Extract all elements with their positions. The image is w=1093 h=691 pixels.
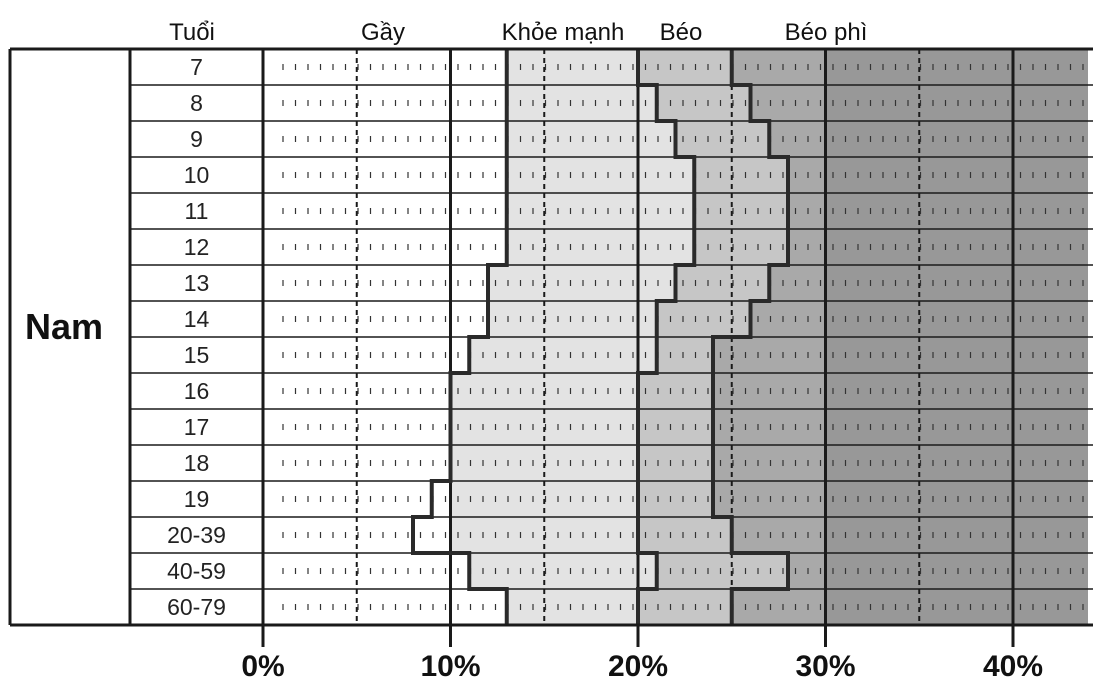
x-tick-label: 10% [420,650,480,683]
age-label: 20-39 [167,522,226,548]
row-divider-layer [130,84,1093,590]
age-label: 17 [184,414,210,440]
frame-layer [8,47,1093,647]
age-label: 11 [185,198,209,224]
x-tick-labels: 0% 10% 20% 30% 40% [241,650,1043,683]
band-boundary-line [711,49,790,625]
age-label: 19 [184,486,210,512]
age-label: 15 [184,342,210,368]
band-boundary-line [636,49,697,625]
band-label-healthy: Khỏe mạnh [502,19,625,46]
age-column-header: Tuổi [169,19,215,46]
age-label: 8 [190,90,203,116]
x-tick-label: 0% [241,650,284,683]
age-label: 40-59 [167,558,226,584]
age-label: 16 [184,378,210,404]
x-tick-label: 20% [608,650,668,683]
band-label-underweight: Gầy [361,19,405,46]
age-label: 60-79 [167,594,226,620]
band-boundary-line [411,49,509,625]
band-label-overweight: Béo [660,19,703,46]
age-label: 10 [184,162,210,188]
age-labels: 7 8 9 10 11 12 13 14 15 16 17 18 19 20-39 40-59 60-79 [167,54,226,620]
band-boundary-layer [411,49,790,625]
age-label: 18 [184,450,210,476]
age-label: 9 [190,126,203,152]
x-tick-label: 40% [983,650,1043,683]
group-label: Nam [25,306,103,347]
age-label: 13 [184,270,210,296]
x-tick-label: 30% [795,650,855,683]
age-label: 14 [184,306,210,332]
band-label-obese: Béo phì [785,19,868,46]
group-cell [10,49,130,625]
age-label: 12 [184,234,210,260]
age-label: 7 [190,54,203,80]
